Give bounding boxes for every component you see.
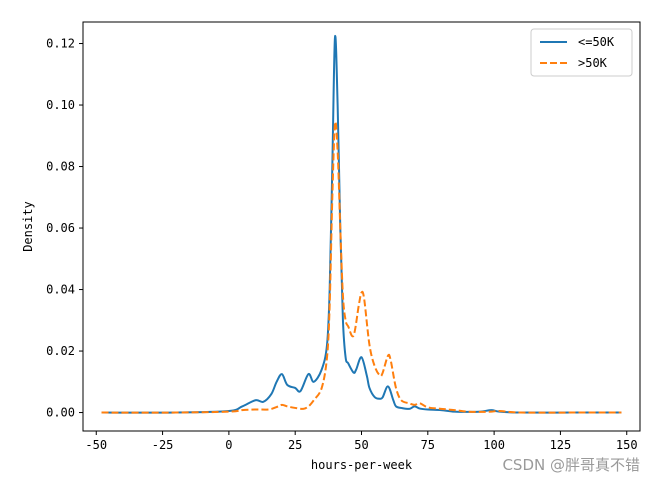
y-tick-label: 0.00 <box>46 406 75 420</box>
y-tick-label: 0.02 <box>46 344 75 358</box>
y-tick-label: 0.12 <box>46 37 75 51</box>
series-layer <box>101 34 622 414</box>
x-tick-label: 100 <box>483 438 505 452</box>
x-axis-ticks: -50 -25 0 25 50 75 100 125 150 <box>85 431 638 452</box>
x-axis-title: hours-per-week <box>311 458 413 472</box>
legend-box <box>530 28 633 77</box>
x-tick-label: 25 <box>288 438 302 452</box>
x-tick-label: 50 <box>354 438 368 452</box>
y-tick-label: 0.06 <box>46 221 75 235</box>
plot-area-border <box>82 21 641 432</box>
legend: <=50K >50K <box>530 28 633 77</box>
y-tick-label: 0.10 <box>46 98 75 112</box>
x-tick-label: 0 <box>225 438 232 452</box>
legend-label: <=50K <box>578 35 615 49</box>
legend-label: >50K <box>578 56 608 70</box>
x-tick-label: 150 <box>616 438 638 452</box>
x-tick-label: -25 <box>152 438 174 452</box>
y-tick-label: 0.08 <box>46 160 75 174</box>
y-axis-ticks: 0.00 0.02 0.04 0.06 0.08 0.10 0.12 <box>46 37 83 420</box>
watermark-text: CSDN @胖哥真不错 <box>502 456 640 474</box>
y-axis-title: Density <box>21 201 35 252</box>
x-tick-label: 125 <box>550 438 572 452</box>
series-line-le50k <box>101 34 622 414</box>
x-tick-label: -50 <box>85 438 107 452</box>
series-line-gt50k <box>101 120 622 414</box>
x-tick-label: 75 <box>421 438 435 452</box>
y-tick-label: 0.04 <box>46 283 75 297</box>
plot-frame <box>82 21 641 432</box>
